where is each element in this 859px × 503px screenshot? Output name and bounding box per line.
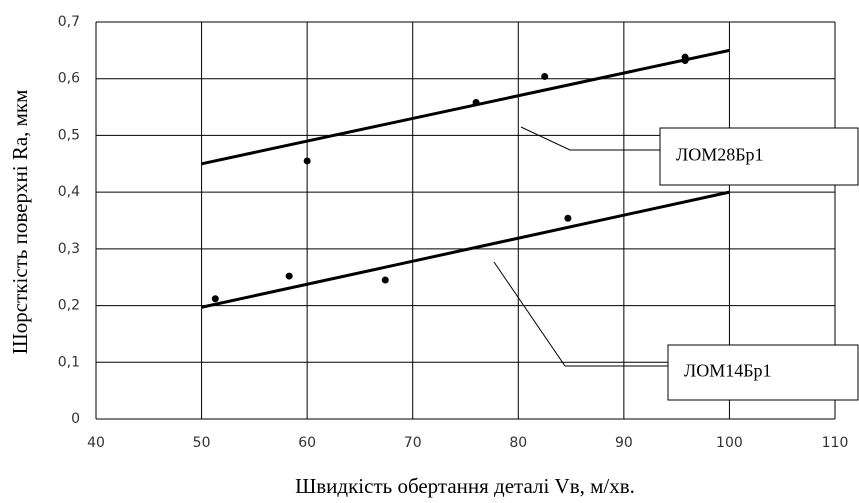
- y-tick-label: 0,7: [58, 14, 80, 30]
- y-tick-label: 0,5: [58, 127, 80, 143]
- x-tick-label: 90: [615, 435, 633, 451]
- x-tick-label: 50: [193, 435, 211, 451]
- y-tick-label: 0,6: [58, 71, 80, 87]
- legend-box: [659, 127, 859, 186]
- legend-label: ЛОМ28Бр1: [676, 145, 764, 165]
- y-tick-label: 0,2: [58, 298, 80, 314]
- data-point: [472, 99, 480, 107]
- data-point: [285, 272, 293, 280]
- data-point: [681, 57, 689, 65]
- legend-label: ЛОМ14Бр1: [684, 361, 772, 381]
- x-axis-title: Швидкість обертання деталі Vв, м/хв.: [295, 474, 635, 498]
- y-tick-label: 0,1: [58, 354, 80, 370]
- leader-line: [520, 126, 660, 151]
- legend-box: [667, 344, 859, 401]
- data-point: [381, 276, 389, 284]
- x-tick-label: 60: [298, 435, 316, 451]
- x-tick-label: 100: [716, 435, 743, 451]
- y-tick-label: 0: [71, 411, 80, 427]
- x-tick-label: 70: [404, 435, 422, 451]
- data-point: [564, 214, 572, 222]
- y-axis-title: Шорсткість поверхні Ra, мкм: [8, 90, 32, 355]
- data-point: [303, 157, 311, 165]
- leader-line: [493, 261, 668, 367]
- x-tick-label: 40: [87, 435, 105, 451]
- data-point: [211, 295, 219, 303]
- y-tick-label: 0,3: [58, 241, 80, 257]
- trendline: [201, 190, 730, 309]
- data-point: [541, 72, 549, 80]
- trendline: [201, 48, 730, 166]
- y-tick-label: 0,4: [58, 184, 80, 200]
- x-tick-label: 110: [822, 435, 849, 451]
- x-tick-label: 80: [509, 435, 527, 451]
